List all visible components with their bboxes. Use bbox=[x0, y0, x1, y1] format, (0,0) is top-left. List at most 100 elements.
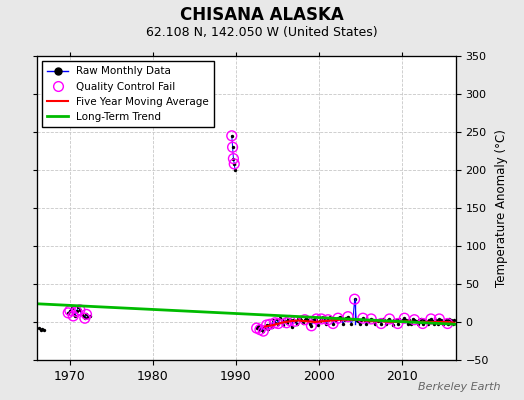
Point bbox=[230, 161, 238, 167]
Point bbox=[227, 133, 236, 139]
Point bbox=[229, 155, 237, 162]
Point bbox=[301, 316, 309, 323]
Point bbox=[419, 320, 427, 327]
Point bbox=[319, 314, 328, 321]
Point bbox=[394, 320, 402, 327]
Point bbox=[405, 317, 413, 324]
Point bbox=[312, 317, 321, 324]
Point bbox=[297, 317, 305, 324]
Point bbox=[347, 320, 355, 327]
Point bbox=[419, 320, 427, 327]
Point bbox=[322, 321, 331, 328]
Point bbox=[64, 310, 72, 316]
Point bbox=[367, 316, 375, 322]
Point bbox=[361, 316, 369, 323]
Point bbox=[377, 320, 385, 327]
Point bbox=[286, 317, 294, 324]
Point bbox=[331, 316, 339, 323]
Point bbox=[432, 316, 440, 323]
Point bbox=[311, 316, 319, 322]
Point bbox=[341, 317, 349, 324]
Point bbox=[325, 314, 334, 321]
Point bbox=[263, 322, 271, 328]
Point bbox=[256, 326, 264, 333]
Point bbox=[357, 317, 365, 324]
Point bbox=[286, 317, 294, 324]
Point bbox=[429, 318, 437, 324]
Point bbox=[422, 318, 430, 324]
Point bbox=[402, 317, 410, 324]
Point bbox=[264, 326, 272, 332]
Point bbox=[315, 318, 324, 324]
Point bbox=[439, 321, 447, 328]
Point bbox=[277, 316, 286, 323]
Point bbox=[309, 317, 318, 324]
Point bbox=[259, 328, 267, 334]
Point bbox=[228, 144, 237, 150]
Point bbox=[81, 315, 89, 322]
Point bbox=[82, 311, 91, 318]
Point bbox=[410, 316, 419, 323]
Point bbox=[385, 316, 394, 322]
Point bbox=[82, 311, 91, 318]
Point bbox=[324, 316, 332, 323]
Point bbox=[287, 323, 296, 330]
Point bbox=[267, 324, 276, 330]
Point bbox=[229, 155, 237, 162]
Point bbox=[364, 318, 372, 324]
Point bbox=[305, 321, 314, 328]
Point bbox=[231, 167, 239, 173]
Point bbox=[412, 318, 420, 324]
Point bbox=[435, 316, 443, 322]
Legend: Raw Monthly Data, Quality Control Fail, Five Year Moving Average, Long-Term Tren: Raw Monthly Data, Quality Control Fail, … bbox=[42, 61, 214, 127]
Point bbox=[230, 161, 238, 167]
Point bbox=[85, 313, 94, 319]
Point bbox=[282, 320, 291, 326]
Point bbox=[384, 317, 392, 324]
Point bbox=[296, 314, 304, 321]
Point bbox=[84, 314, 92, 321]
Text: CHISANA ALASKA: CHISANA ALASKA bbox=[180, 6, 344, 24]
Point bbox=[289, 316, 298, 323]
Point bbox=[427, 316, 435, 322]
Point bbox=[294, 316, 302, 322]
Point bbox=[415, 317, 423, 324]
Text: Berkeley Earth: Berkeley Earth bbox=[418, 382, 500, 392]
Point bbox=[263, 322, 271, 328]
Point bbox=[389, 322, 397, 328]
Y-axis label: Temperature Anomaly (°C): Temperature Anomaly (°C) bbox=[495, 129, 508, 287]
Point bbox=[284, 316, 292, 322]
Point bbox=[69, 313, 78, 319]
Point bbox=[37, 326, 45, 333]
Point bbox=[409, 316, 417, 322]
Point bbox=[446, 317, 455, 324]
Point bbox=[332, 317, 341, 324]
Point bbox=[79, 313, 88, 319]
Point bbox=[74, 304, 82, 310]
Point bbox=[329, 320, 337, 327]
Point bbox=[365, 317, 374, 324]
Point bbox=[397, 318, 405, 324]
Point bbox=[291, 318, 299, 324]
Point bbox=[355, 321, 364, 328]
Point bbox=[75, 307, 84, 313]
Point bbox=[345, 316, 354, 322]
Point bbox=[395, 316, 403, 322]
Point bbox=[68, 305, 76, 312]
Point bbox=[425, 317, 433, 324]
Point bbox=[228, 144, 237, 150]
Point bbox=[64, 310, 72, 316]
Point bbox=[385, 316, 394, 322]
Point bbox=[256, 326, 264, 333]
Point bbox=[445, 316, 453, 322]
Point bbox=[266, 321, 274, 328]
Point bbox=[390, 317, 399, 324]
Point bbox=[400, 315, 409, 322]
Point bbox=[354, 318, 362, 324]
Point bbox=[317, 316, 325, 322]
Point bbox=[399, 316, 407, 323]
Point bbox=[329, 320, 337, 327]
Point bbox=[71, 313, 79, 319]
Point bbox=[335, 314, 344, 320]
Point bbox=[75, 307, 84, 313]
